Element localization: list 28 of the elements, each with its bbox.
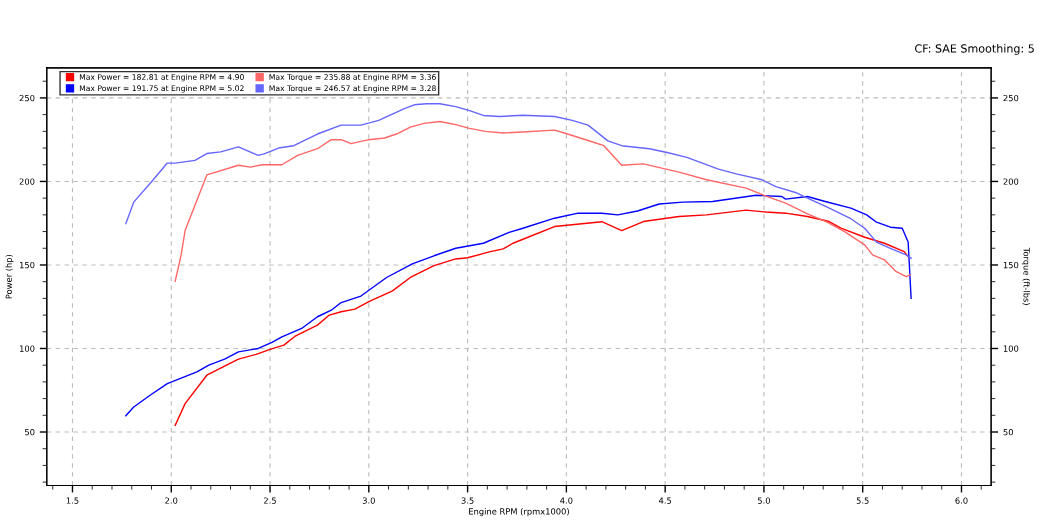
y2-tick-label: 50: [1003, 428, 1013, 436]
y2-tick-label: 250: [1003, 94, 1019, 102]
y-tick-label: 100: [20, 345, 35, 352]
y-tick-label: 150: [20, 261, 35, 269]
x-tick-label: 3.5: [461, 497, 474, 504]
y-axis-title: Power (hp): [5, 254, 14, 299]
x-tick-label: 5.5: [856, 497, 869, 504]
x-tick-label: 3.0: [362, 497, 375, 504]
x-axis-title: Engine RPM (rpmx1000): [469, 508, 569, 517]
y2-tick-label: 100: [1003, 345, 1019, 352]
line-series: [174, 120, 911, 282]
x-tick-label: 2.0: [165, 497, 178, 504]
x-tick-label: 5.0: [757, 497, 770, 504]
x-tick-label: 2.5: [264, 497, 276, 504]
y2-tick-label: 150: [1003, 261, 1019, 269]
x-tick-label: 6.0: [955, 497, 968, 504]
x-tick-label: 4.0: [560, 497, 573, 504]
y-tick-label: 200: [19, 178, 35, 185]
line-series: [174, 209, 909, 427]
x-tick-label: 1.5: [66, 497, 79, 504]
y2-tick-label: 200: [1003, 178, 1019, 185]
y2-axis-title: Torque (ft-lbs): [1021, 247, 1030, 305]
y-tick-label: 250: [19, 94, 35, 102]
text: CF: SAE Smoothing: 5: [915, 44, 1034, 55]
x-tick-label: 4.5: [658, 497, 672, 504]
line-series: [125, 194, 912, 417]
y-tick-label: 50: [25, 428, 35, 436]
line-series: [125, 103, 912, 259]
